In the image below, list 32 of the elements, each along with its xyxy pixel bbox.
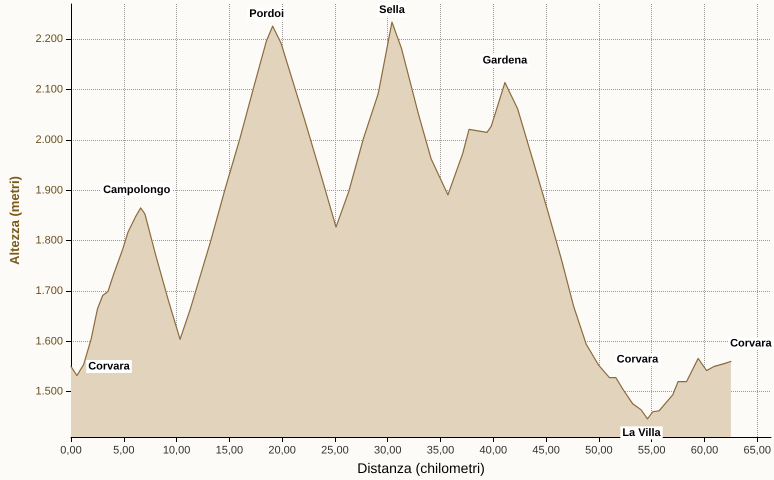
x-tick-label: 60,00 (690, 444, 718, 456)
x-tick-label: 55,00 (638, 444, 666, 456)
x-tick-label: 45,00 (532, 444, 560, 456)
y-axis-title: Altezza (metri) (7, 176, 22, 265)
y-tick-label: 2.100 (35, 84, 63, 96)
x-tick-label: 20,00 (268, 444, 296, 456)
annotation: Gardena (482, 54, 528, 67)
y-tick-label: 1.800 (35, 234, 63, 247)
annotation: Campolongo (103, 184, 171, 196)
y-tick-label: 1.600 (35, 335, 63, 348)
annotation: Corvara (616, 354, 660, 366)
x-tick-label: 10,00 (162, 444, 190, 456)
y-tick-label: 1.700 (35, 284, 63, 297)
x-tick-label: 5,00 (113, 444, 134, 456)
annotation: La Villa (622, 426, 662, 439)
x-tick-label: 65,00 (744, 444, 772, 456)
x-tick-label: 40,00 (480, 444, 508, 456)
x-tick-label: 35,00 (426, 444, 454, 456)
y-tick-label: 2.200 (35, 33, 63, 46)
annotation: Pordoi (249, 8, 284, 20)
x-axis-title: Distanza (chilometri) (357, 460, 485, 476)
x-tick-label: 25,00 (321, 444, 349, 456)
x-tick-label: 50,00 (585, 444, 613, 456)
x-tick-label: 30,00 (374, 444, 402, 456)
annotation: Corvara (730, 337, 773, 350)
annotation: Sella (379, 4, 406, 16)
annotation: Corvara (88, 360, 131, 373)
x-tick-label: 0,00 (60, 444, 82, 456)
y-tick-label: 1.900 (35, 184, 63, 196)
x-tick-label: 15,00 (216, 444, 244, 456)
y-tick-label: 2.000 (35, 134, 63, 146)
y-tick-label: 1.500 (35, 386, 63, 398)
